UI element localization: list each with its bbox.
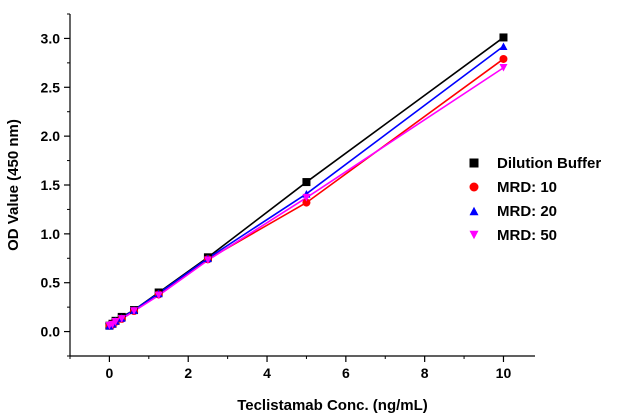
legend-marker-2	[469, 206, 479, 216]
x-tick-label: 0	[106, 365, 114, 381]
y-tick-label: 1.0	[41, 226, 61, 242]
y-ticks: 0.0 0.5 1.0 1.5 2.0 2.5 3.0	[41, 13, 70, 357]
data-points	[105, 33, 508, 330]
data-point-series-3	[203, 256, 212, 265]
x-ticks: 0 2 4 6 8 10	[69, 356, 512, 381]
y-tick-label: 0.5	[41, 275, 61, 291]
data-point-series-3	[117, 315, 126, 323]
x-tick-label: 8	[421, 365, 429, 381]
x-tick-label: 2	[184, 365, 192, 381]
data-point-series-0	[302, 178, 311, 187]
x-tick-label: 6	[342, 365, 350, 381]
x-tick-label: 4	[263, 365, 271, 381]
legend-label-1: MRD: 10	[497, 179, 557, 196]
data-point-series-3	[154, 291, 163, 300]
data-point-series-3	[302, 193, 311, 202]
legend-label-0: Dilution Buffer	[497, 155, 601, 172]
y-tick-label: 2.0	[41, 128, 61, 144]
y-tick-label: 2.5	[41, 79, 61, 95]
data-point-series-1	[302, 198, 311, 207]
data-point-series-3	[111, 318, 120, 326]
data-point-series-2	[499, 42, 508, 51]
data-point-series-1	[499, 54, 508, 63]
x-axis-title: Teclistamab Conc. (ng/mL)	[237, 397, 428, 414]
y-axis-title: OD Value (450 nm)	[5, 119, 22, 251]
legend-label-2: MRD: 20	[497, 203, 557, 220]
x-tick-label: 10	[496, 365, 512, 381]
legend-label-3: MRD: 50	[497, 227, 557, 244]
legend-marker-1	[469, 182, 479, 192]
legend: Dilution Buffer MRD: 10 MRD: 20 MRD: 50	[469, 155, 601, 244]
data-point-series-3	[130, 307, 139, 315]
data-point-series-0	[499, 33, 508, 42]
y-tick-label: 3.0	[41, 30, 61, 46]
legend-marker-0	[469, 158, 479, 168]
legend-marker-3	[469, 230, 479, 240]
y-tick-label: 1.5	[41, 177, 61, 193]
data-point-series-3	[499, 63, 508, 72]
y-tick-label: 0.0	[41, 324, 61, 340]
